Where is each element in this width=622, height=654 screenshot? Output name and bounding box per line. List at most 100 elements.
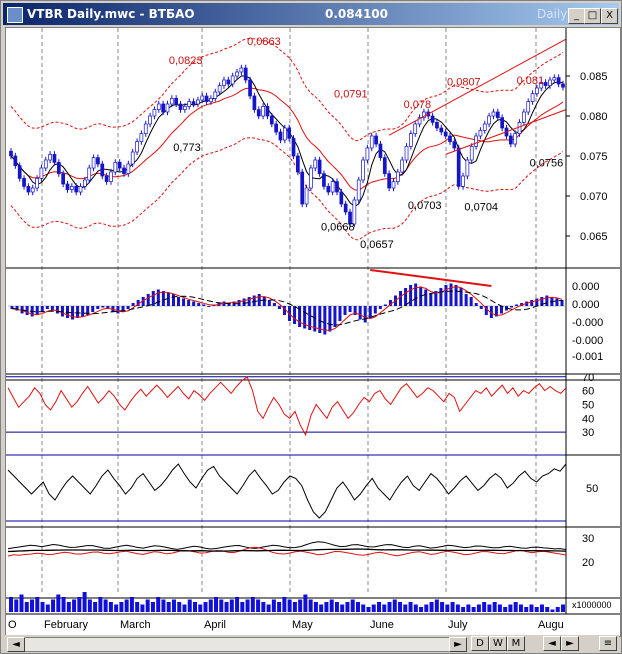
volume-bar-30 <box>166 602 171 612</box>
macd-bar-104 <box>535 298 539 306</box>
menu-icon[interactable]: ≡ <box>599 636 617 651</box>
candle-84 <box>374 132 378 148</box>
candle-body-125 <box>552 77 557 81</box>
macd-bar-37 <box>197 303 201 306</box>
candle-body-19 <box>91 157 96 169</box>
candle-57 <box>256 106 261 120</box>
macd-bar-96 <box>494 306 498 317</box>
candle-body-74 <box>330 181 335 193</box>
candle-66 <box>296 152 300 176</box>
candle-body-40 <box>183 106 187 110</box>
macd-bar-109 <box>560 300 564 306</box>
dmi-tick-label-1: 20 <box>582 557 594 569</box>
macd-bar-39 <box>207 306 211 307</box>
volume-bar-23 <box>129 597 134 612</box>
macd-bar-68 <box>353 306 357 315</box>
candle-37 <box>169 95 174 108</box>
candle-body-41 <box>187 101 192 107</box>
macd-bar-108 <box>555 298 559 306</box>
candle-123 <box>543 79 548 89</box>
candle-body-59 <box>265 106 270 117</box>
candle-body-18 <box>87 167 92 181</box>
macd-bar-56 <box>293 306 297 324</box>
macd-bar-85 <box>439 288 443 306</box>
volume-bar-93 <box>497 604 502 612</box>
candle-body-109 <box>482 123 487 131</box>
scroll-right-button[interactable]: ► <box>449 637 467 652</box>
candle-65 <box>291 135 296 160</box>
candle-body-110 <box>487 115 491 125</box>
candle-body-88 <box>391 181 396 189</box>
candle-body-63 <box>282 127 287 141</box>
period-label: Daily <box>537 7 568 21</box>
scroll-left-button[interactable]: ◄ <box>7 637 25 652</box>
macd-bar-35 <box>187 300 191 306</box>
candle-body-11 <box>56 162 61 174</box>
x-axis-label-2: March <box>120 619 151 631</box>
horizontal-scrollbar[interactable]: ◄ ► <box>7 637 467 652</box>
macd-bar-21 <box>116 306 120 314</box>
volume-bar-97 <box>518 604 523 612</box>
volume-bar-27 <box>150 602 155 612</box>
macd-bar-89 <box>459 288 463 306</box>
candle-body-2 <box>17 165 22 179</box>
candle-body-26 <box>122 167 126 174</box>
macd-bar-95 <box>489 306 493 318</box>
price-annotation-10: 0,0704 <box>464 201 498 213</box>
macd-bar-10 <box>60 306 64 317</box>
candle-111 <box>491 108 496 120</box>
macd-bar-105 <box>540 297 544 306</box>
candle-body-92 <box>409 133 413 147</box>
candle-29 <box>135 138 139 156</box>
price-annotation-6: 0,078 <box>404 99 432 111</box>
timeframe-weekly-button[interactable]: W <box>489 636 507 651</box>
close-button[interactable]: X <box>601 8 618 24</box>
title-bar[interactable]: VTBR Daily.mwc - ВТБАО 0.084100 Daily _ … <box>3 3 619 25</box>
candle-body-62 <box>278 131 283 141</box>
candle-body-106 <box>469 146 474 161</box>
price-annotation-1: 0,0863 <box>247 36 281 48</box>
macd-bar-82 <box>424 289 428 306</box>
volume-bar-75 <box>403 604 408 612</box>
rsi-tick-label-4: 30 <box>582 427 594 439</box>
timeframe-daily-button[interactable]: D <box>471 636 489 651</box>
candle-36 <box>165 100 170 116</box>
macd-bar-14 <box>81 306 85 317</box>
macd-bar-101 <box>520 303 524 306</box>
price-annotation-4: 0,0668 <box>321 221 355 233</box>
volume-bar-37 <box>203 602 208 612</box>
volume-bar-40 <box>219 599 224 612</box>
candle-body-71 <box>317 159 322 174</box>
candle-body-69 <box>309 167 313 189</box>
candle-body-36 <box>165 103 170 113</box>
candle-body-82 <box>365 147 370 161</box>
macd-bar-70 <box>363 306 367 323</box>
candle-body-25 <box>117 162 122 169</box>
candle-body-67 <box>300 171 305 205</box>
timeframe-monthly-button[interactable]: M <box>507 636 525 651</box>
maximize-button[interactable]: □ <box>584 8 601 24</box>
candle-49 <box>222 76 226 89</box>
chart-area[interactable]: 0,0823 0,0863 0,773 0,0791 0,0668 0,0657 0,078… <box>5 27 621 637</box>
price-tick-label-4: 0.065 <box>580 231 608 243</box>
candle-25 <box>117 159 122 172</box>
zoom-in-button[interactable]: ► <box>561 636 579 651</box>
candle-98 <box>435 119 439 132</box>
macd-bar-100 <box>515 304 519 306</box>
minimize-button[interactable]: _ <box>568 8 585 24</box>
candle-body-123 <box>543 82 548 86</box>
volume-bar-82 <box>440 602 445 612</box>
candle-42 <box>191 98 196 108</box>
macd-bar-30 <box>161 291 165 306</box>
price-tick-label-0: 0.085 <box>580 71 608 83</box>
candle-115 <box>508 132 513 148</box>
candle-body-15 <box>74 186 79 193</box>
macd-bar-77 <box>399 291 403 306</box>
candle-81 <box>361 156 365 184</box>
candle-body-58 <box>261 106 265 117</box>
candle-body-4 <box>26 186 31 193</box>
macd-bar-88 <box>454 285 458 306</box>
candle-124 <box>548 76 552 89</box>
zoom-out-button[interactable]: ◄ <box>543 636 561 651</box>
macd-bar-99 <box>510 306 514 308</box>
